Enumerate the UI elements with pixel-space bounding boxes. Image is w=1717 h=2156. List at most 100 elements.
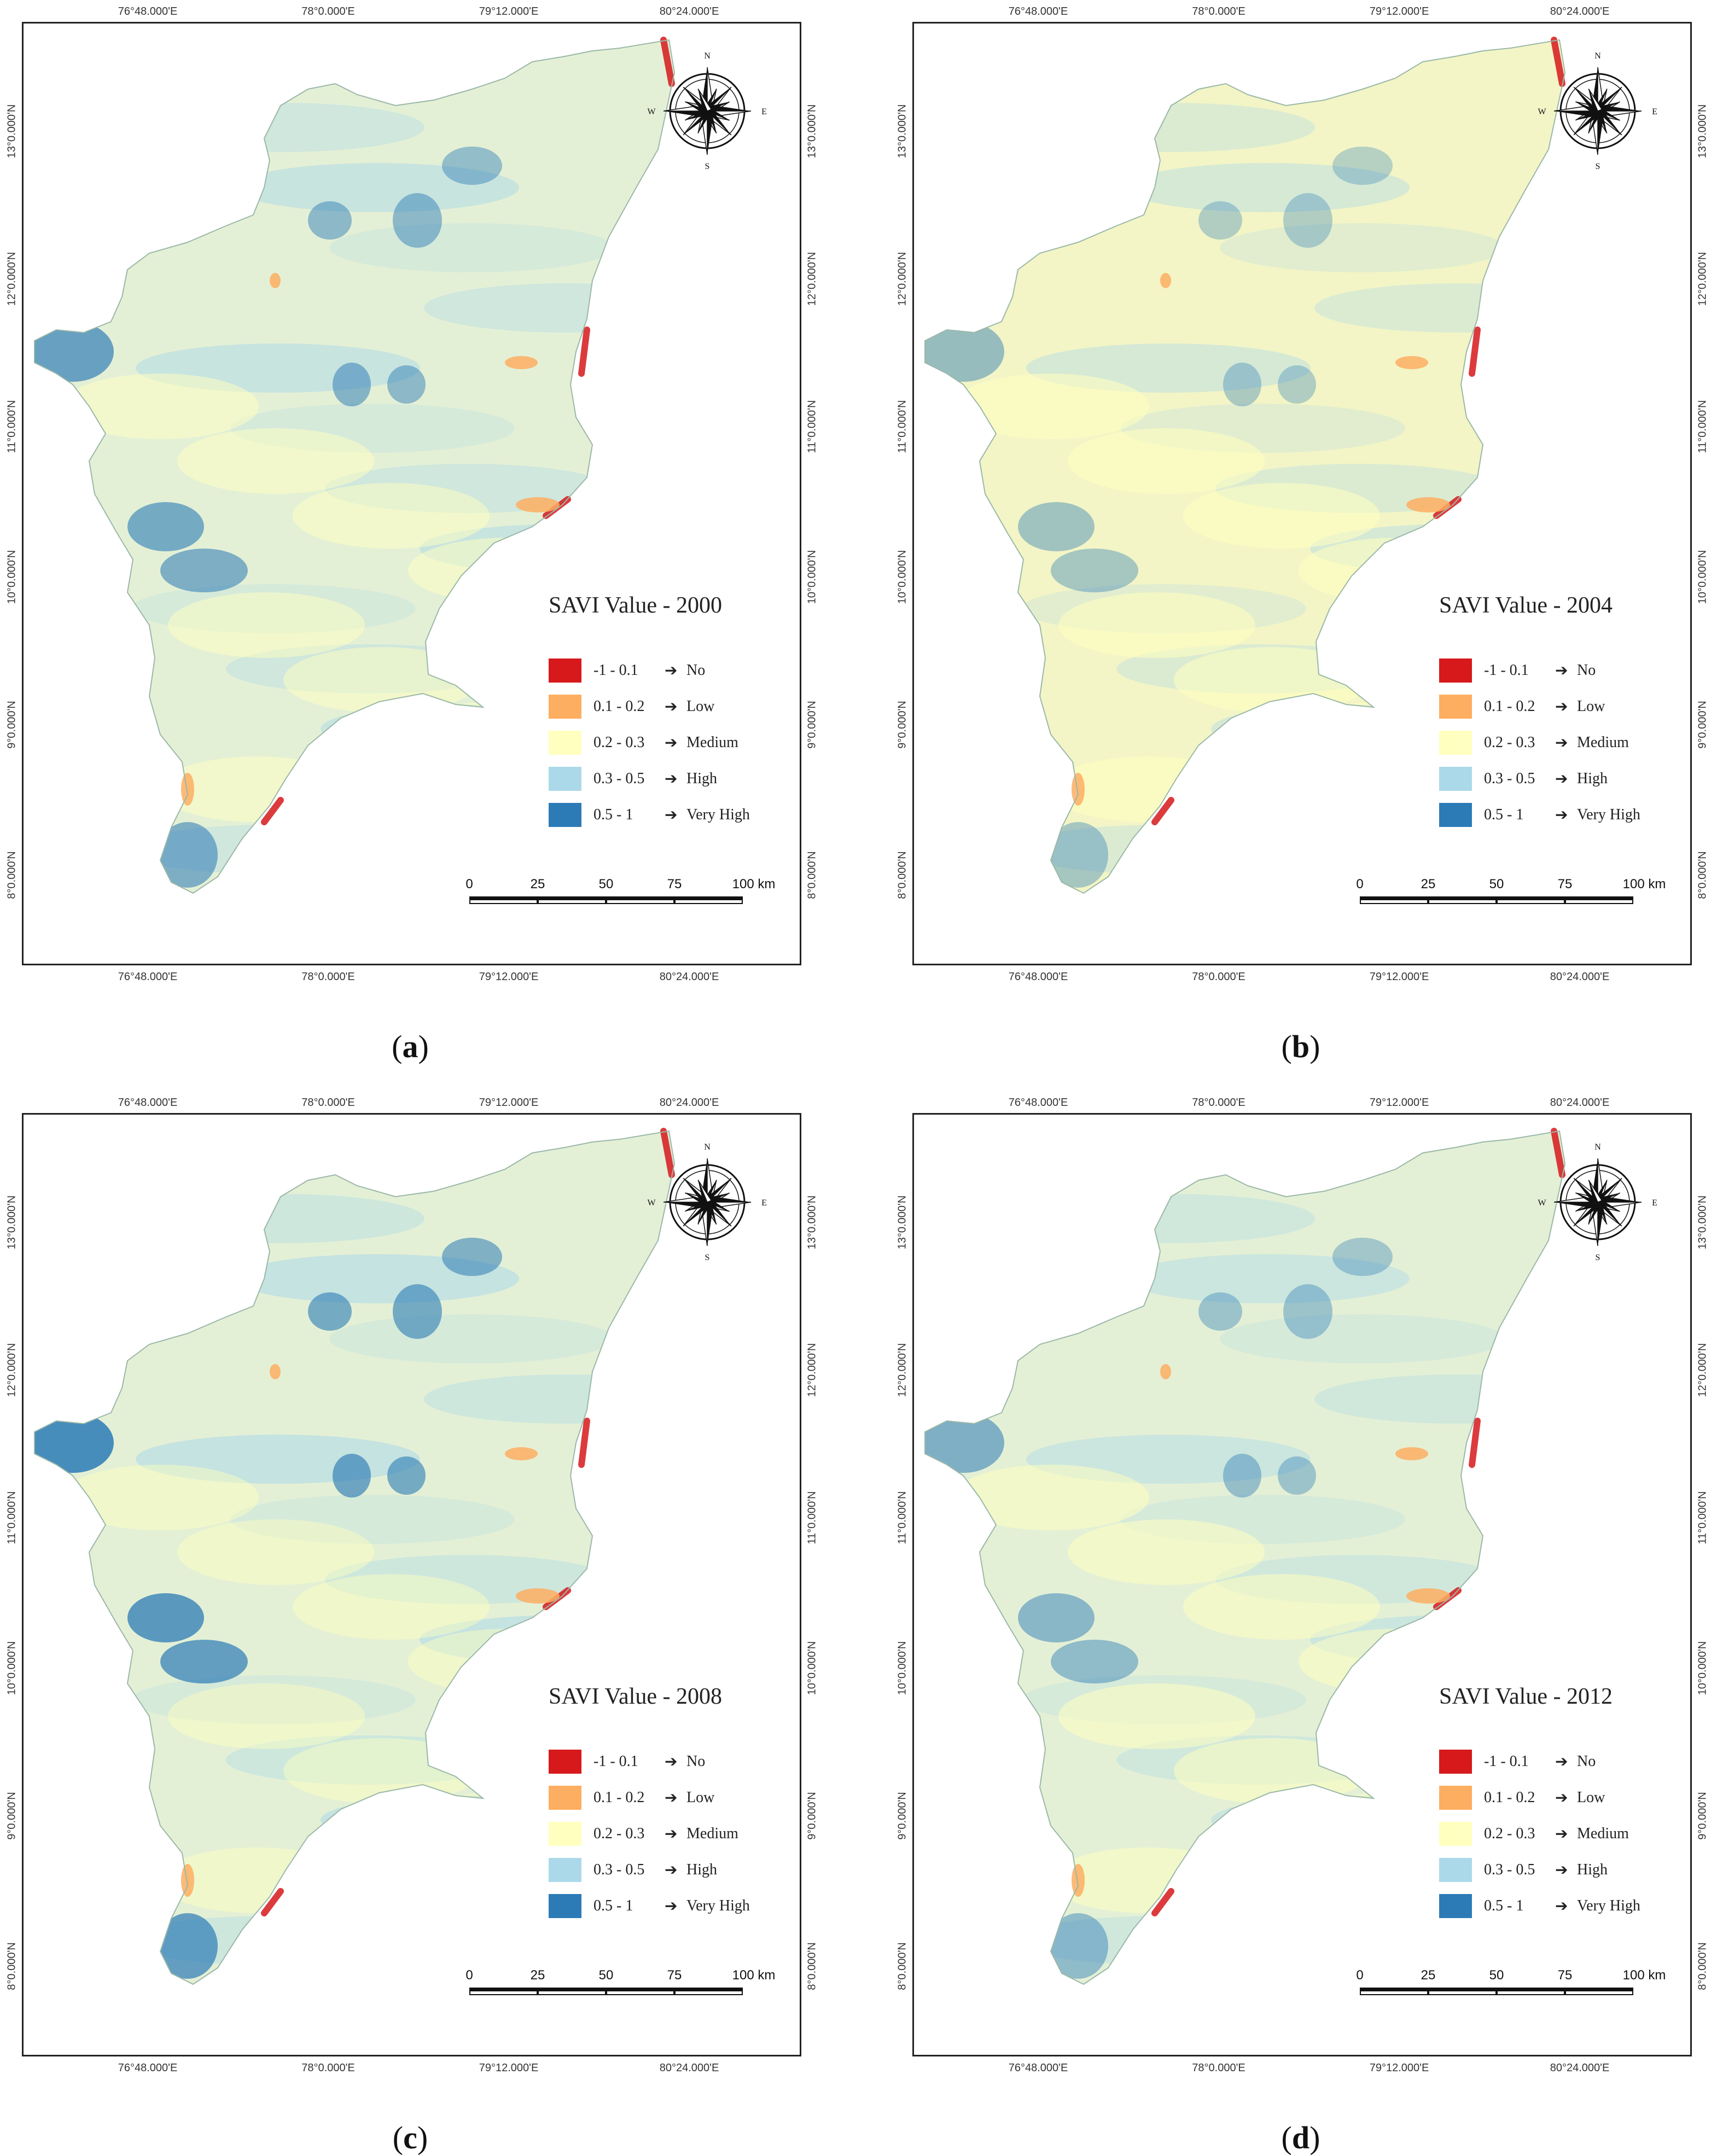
- longitude-label-bottom: 78°0.000'E: [1192, 2062, 1245, 2074]
- scale-segment-fill: [1497, 1988, 1565, 1991]
- high-savi-area: [329, 223, 614, 272]
- compass-label-s: S: [705, 1253, 710, 1262]
- medium-savi-area: [168, 1683, 365, 1749]
- legend-swatch: [549, 803, 581, 827]
- very-high-savi-area: [1048, 1913, 1108, 1979]
- latitude-label-right: 10°0.000'N: [806, 1641, 818, 1695]
- longitude-label-top: 79°12.000'E: [1369, 1097, 1429, 1109]
- scale-bar: 0 25 50 75 100 km: [465, 1968, 775, 2006]
- very-high-savi-area: [442, 147, 502, 185]
- latitude-label-left: 13°0.000'N: [896, 104, 909, 159]
- very-high-savi-area: [925, 1413, 1004, 1473]
- latitude-label-left: 9°0.000'N: [5, 1792, 18, 1840]
- high-savi-area: [1220, 1314, 1504, 1363]
- very-high-savi-area: [160, 549, 248, 592]
- savi-raster-map: [34, 37, 676, 894]
- scale-segment-fill: [606, 896, 674, 900]
- no-vegetation-area: [1551, 37, 1565, 87]
- low-savi-area: [1072, 1864, 1085, 1897]
- latitude-label-right: 11°0.000'N: [806, 400, 818, 453]
- legend-range: 0.3 - 0.5: [1484, 1861, 1535, 1878]
- longitude-label-top: 76°48.000'E: [1008, 1097, 1068, 1109]
- medium-savi-area: [1068, 1519, 1265, 1585]
- high-savi-area: [230, 1495, 515, 1544]
- legend-swatch: [1439, 1858, 1472, 1882]
- latitude-label-left: 10°0.000'N: [896, 550, 909, 604]
- longitude-label-top: 79°12.000'E: [1369, 5, 1429, 18]
- very-high-savi-area: [1223, 363, 1261, 406]
- very-high-savi-area: [127, 1593, 204, 1642]
- legend-range: 0.5 - 1: [593, 1897, 633, 1914]
- longitude-label-top: 80°24.000'E: [659, 1097, 719, 1109]
- legend-label: Low: [1577, 1789, 1605, 1806]
- no-vegetation-area: [1551, 1128, 1565, 1178]
- no-vegetation-area: [660, 1128, 675, 1178]
- high-savi-area: [424, 283, 674, 333]
- scale-segment-fill: [1565, 1988, 1633, 1991]
- scale-label: 75: [667, 877, 682, 891]
- no-vegetation-area: [1469, 1418, 1481, 1468]
- latitude-label-right: 13°0.000'N: [1696, 1195, 1709, 1250]
- latitude-label-right: 10°0.000'N: [806, 550, 818, 604]
- longitude-label-bottom: 79°12.000'E: [1369, 2062, 1429, 2074]
- medium-savi-area: [1058, 1683, 1255, 1749]
- legend-item-high: 0.3 - 0.5 ➔ High: [1439, 765, 1608, 793]
- state-outline: [34, 1131, 674, 1984]
- medium-savi-area: [952, 374, 1149, 439]
- longitude-label-bottom: 76°48.000'E: [1008, 971, 1068, 983]
- latitude-label-right: 9°0.000'N: [1696, 701, 1709, 749]
- latitude-label-right: 10°0.000'N: [1696, 1641, 1709, 1695]
- legend-item-low: 0.1 - 0.2 ➔ Low: [1439, 693, 1605, 720]
- low-savi-area: [1406, 497, 1450, 512]
- very-high-savi-area: [308, 201, 352, 240]
- low-savi-area: [505, 356, 538, 369]
- high-savi-area: [131, 1675, 416, 1724]
- very-high-savi-area: [1198, 1292, 1242, 1331]
- longitude-label-bottom: 78°0.000'E: [301, 2062, 355, 2074]
- right-arrow-icon: ➔: [665, 735, 678, 751]
- right-arrow-icon: ➔: [665, 1790, 678, 1807]
- scale-segment-fill: [1565, 896, 1633, 900]
- no-vegetation-area: [578, 1418, 590, 1468]
- right-arrow-icon: ➔: [1555, 1826, 1568, 1843]
- latitude-label-right: 8°0.000'N: [806, 851, 818, 899]
- legend-range: -1 - 0.1: [593, 1753, 638, 1770]
- latitude-label-right: 12°0.000'N: [1696, 1343, 1709, 1397]
- compass-label-e: E: [1652, 107, 1657, 116]
- panel-caption: (b): [1281, 1029, 1320, 1064]
- scale-segment-fill: [1497, 896, 1565, 900]
- right-arrow-icon: ➔: [1555, 1898, 1568, 1915]
- legend-label: No: [1577, 1753, 1596, 1770]
- legend-item-no: -1 - 0.1 ➔ No: [1439, 657, 1596, 684]
- panel-caption: (a): [392, 1029, 429, 1064]
- legend-range: 0.5 - 1: [593, 806, 633, 823]
- scale-segment-fill: [674, 896, 743, 900]
- longitude-label-top: 80°24.000'E: [659, 5, 719, 18]
- latitude-label-right: 9°0.000'N: [806, 1792, 818, 1840]
- longitude-label-top: 78°0.000'E: [301, 1097, 355, 1109]
- latitude-label-left: 9°0.000'N: [5, 701, 18, 749]
- scale-bar: 0 25 50 75 100 km: [1356, 1968, 1666, 2006]
- high-savi-area: [936, 1134, 1220, 1183]
- longitude-label-top: 78°0.000'E: [1192, 1097, 1245, 1109]
- north-arrow-compass-rose-icon: N S E W: [647, 51, 766, 171]
- latitude-label-right: 10°0.000'N: [1696, 550, 1709, 604]
- legend-swatch: [549, 1822, 581, 1846]
- longitude-label-top: 78°0.000'E: [301, 5, 355, 18]
- legend-item-high: 0.3 - 0.5 ➔ High: [549, 1856, 717, 1884]
- low-savi-area: [1160, 1364, 1171, 1379]
- low-savi-area: [181, 773, 194, 806]
- scale-segment-fill: [1428, 1988, 1497, 1991]
- panel-caption: (c): [392, 2120, 428, 2155]
- legend-range: 0.1 - 0.2: [593, 1789, 645, 1806]
- low-savi-area: [1395, 1447, 1428, 1460]
- panel-caption: (d): [1281, 2120, 1320, 2155]
- low-savi-area: [516, 497, 560, 512]
- legend-range: 0.3 - 0.5: [593, 770, 645, 787]
- latitude-label-left: 11°0.000'N: [5, 400, 18, 453]
- low-savi-area: [505, 1447, 538, 1460]
- very-high-savi-area: [333, 363, 371, 406]
- legend-swatch: [549, 1786, 581, 1810]
- legend-range: 0.3 - 0.5: [593, 1861, 645, 1878]
- right-arrow-icon: ➔: [665, 771, 678, 788]
